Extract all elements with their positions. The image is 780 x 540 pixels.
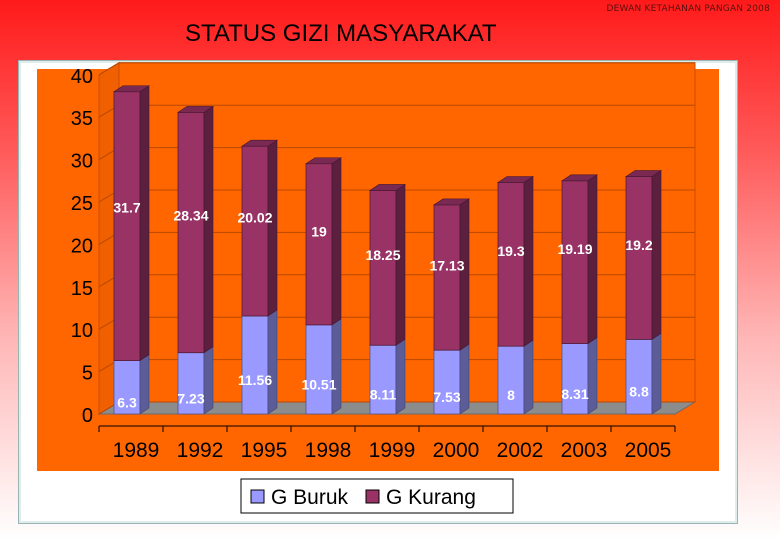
x-tick-label-1989: 1989	[113, 439, 160, 462]
bar-side-1998-g-buruk	[331, 318, 342, 415]
bar-top-2005	[625, 170, 662, 177]
bar-side-1995-g-kurang	[267, 139, 278, 317]
bar-top-2000	[433, 198, 470, 206]
y-tick-label-5: 5	[82, 363, 93, 385]
legend-swatch-g-buruk	[250, 489, 265, 504]
x-tick-label-1995: 1995	[241, 439, 288, 462]
bar-side-1989-g-buruk	[139, 354, 150, 415]
bar-top-1999	[369, 184, 406, 191]
data-label-2005-g-buruk: 8.8	[629, 384, 649, 400]
bar-side-1992-g-kurang	[203, 105, 214, 354]
bar-side-2005-g-buruk	[651, 332, 662, 415]
x-tick-label-1999: 1999	[369, 439, 416, 462]
data-label-1995-g-kurang: 20.02	[237, 210, 272, 226]
gridline-40	[98, 62, 695, 76]
x-tick-label-1992: 1992	[177, 439, 224, 462]
x-tick-label-1998: 1998	[305, 439, 352, 462]
bar-1992-g-kurang	[177, 111, 205, 354]
bar-top-1995	[241, 139, 278, 147]
stacked-bar-chart: 0 5 10 15 20 25 30 35 40 1989 1992 1995 1998 1999 2000…	[37, 61, 719, 514]
y-tick-label-25: 25	[71, 193, 93, 215]
data-label-1995-g-buruk: 11.56	[238, 372, 272, 388]
data-label-2005-g-kurang: 19.2	[625, 237, 652, 253]
bar-side-1995-g-buruk	[267, 309, 278, 415]
bar-side-1999-g-kurang	[395, 183, 406, 346]
bar-1989-g-kurang	[113, 91, 141, 361]
bar-1998-g-buruk	[305, 324, 333, 415]
data-label-2000-g-kurang: 17.13	[429, 257, 464, 273]
bar-top-2003	[561, 174, 598, 182]
y-tick-label-0: 0	[82, 405, 93, 427]
x-tick-label-2003: 2003	[561, 439, 608, 462]
bar-side-1999-g-buruk	[395, 338, 406, 415]
bar-1999-g-kurang	[369, 190, 397, 346]
data-label-1998-g-kurang: 19	[311, 223, 327, 239]
bar-top-1992	[177, 106, 214, 113]
bar-side-2002-g-buruk	[523, 339, 534, 415]
bar-side-2003-g-buruk	[587, 336, 598, 415]
data-label-1999-g-kurang: 18.25	[365, 247, 400, 263]
bar-2005-g-kurang	[625, 176, 653, 340]
y-tick-label-35: 35	[71, 108, 93, 130]
bar-2003-g-kurang	[561, 180, 589, 344]
bar-1998-g-kurang	[305, 163, 333, 326]
bar-side-1992-g-buruk	[203, 346, 214, 415]
y-tick-label-40: 40	[71, 66, 93, 88]
bar-1992-g-buruk	[177, 352, 205, 415]
bar-2002-g-buruk	[497, 345, 525, 415]
data-label-2002-g-buruk: 8	[507, 387, 515, 403]
legend-label-g-buruk: G Buruk	[271, 486, 349, 509]
data-label-1989-g-buruk: 6.3	[117, 394, 137, 410]
y-tick-label-15: 15	[71, 278, 93, 300]
bar-2002-g-kurang	[497, 182, 525, 347]
x-tick-label-2005: 2005	[625, 439, 672, 462]
bar-side-2000-g-buruk	[459, 343, 470, 415]
x-tick-label-2000: 2000	[433, 439, 480, 462]
data-label-2000-g-buruk: 7.53	[433, 389, 460, 405]
data-label-2003-g-kurang: 19.19	[557, 241, 592, 257]
legend-label-g-kurang: G Kurang	[386, 486, 476, 509]
data-label-1999-g-buruk: 8.11	[370, 387, 397, 403]
data-label-1992-g-kurang: 28.34	[173, 208, 208, 224]
bar-side-2002-g-kurang	[523, 175, 534, 347]
data-label-1992-g-buruk: 7.23	[177, 390, 204, 406]
data-label-1989-g-kurang: 31.7	[113, 200, 140, 216]
bar-top-1989	[113, 85, 150, 93]
bar-2005-g-buruk	[625, 338, 653, 415]
bar-side-2003-g-kurang	[587, 174, 598, 345]
bar-side-2005-g-kurang	[651, 169, 662, 340]
source-note: DEWAN KETAHANAN PANGAN 2008	[606, 4, 770, 14]
bar-top-2002	[497, 176, 534, 183]
bar-1999-g-buruk	[369, 344, 397, 415]
bar-2000-g-kurang	[433, 204, 461, 351]
bar-1995-g-kurang	[241, 145, 269, 317]
y-tick-label-30: 30	[71, 151, 93, 173]
chart-frame: 0 5 10 15 20 25 30 35 40 1989 1992 1995 1998 1999 2000…	[18, 60, 738, 524]
bar-2003-g-buruk	[561, 343, 589, 415]
data-label-2002-g-kurang: 19.3	[497, 243, 524, 259]
bar-top-1998	[305, 157, 342, 165]
data-label-2003-g-buruk: 8.31	[561, 386, 588, 402]
bar-1995-g-buruk	[241, 315, 269, 415]
legend-swatch-g-kurang	[365, 489, 380, 504]
bar-side-2000-g-kurang	[459, 198, 470, 351]
page-title: STATUS GIZI MASYARAKAT	[185, 20, 497, 47]
y-tick-label-10: 10	[71, 320, 93, 342]
bar-side-1998-g-kurang	[331, 157, 342, 326]
bar-side-1989-g-kurang	[139, 85, 150, 362]
data-label-1998-g-buruk: 10.51	[301, 376, 336, 392]
y-tick-label-20: 20	[71, 235, 93, 257]
x-tick-label-2002: 2002	[497, 439, 544, 462]
